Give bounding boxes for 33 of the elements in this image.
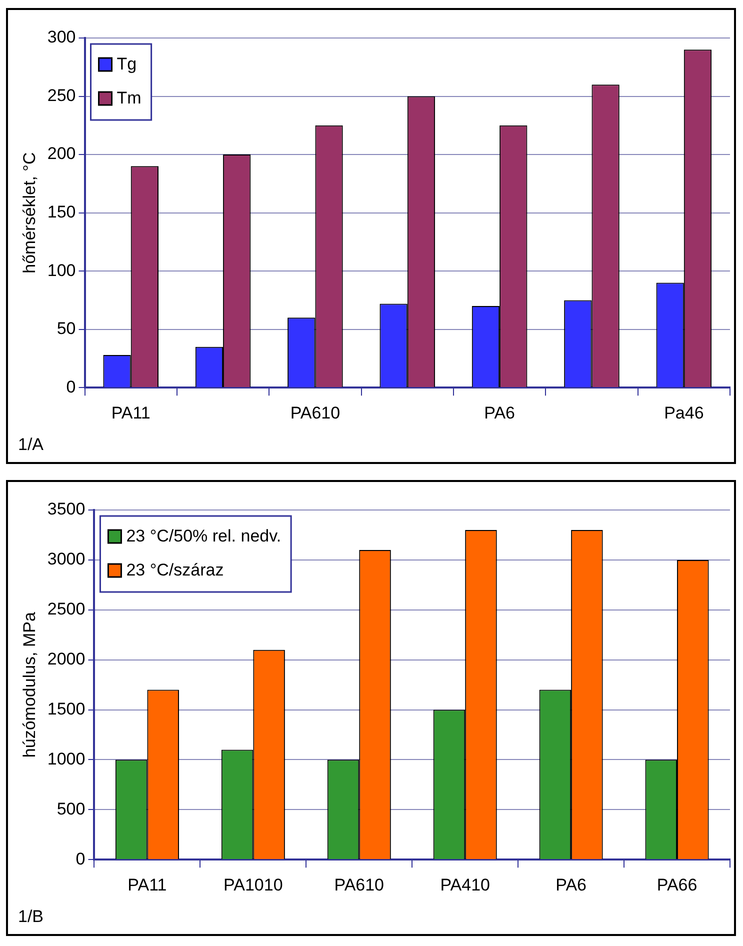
y-tick-label: 2500 [47, 600, 86, 619]
y-tick-label: 1000 [47, 749, 86, 768]
y-tick-label: 3000 [47, 550, 86, 569]
x-tick-label: PA6 [556, 875, 586, 894]
y-axis-title: hőmérséklet, °C [20, 152, 39, 274]
y-tick-label: 250 [47, 86, 76, 105]
legend-label: Tg [116, 54, 137, 74]
y-axis-title: húzómodulus, MPa [20, 612, 39, 758]
y-tick-label: 2000 [47, 650, 86, 669]
x-tick-label: PA66 [656, 875, 698, 894]
x-tick-label: PA410 [440, 875, 490, 894]
y-tick-label: 50 [56, 319, 76, 338]
legend-label: 23 °C/száraz [126, 560, 224, 580]
text: 1/B [18, 907, 44, 926]
x-tick-label: PA610 [334, 875, 384, 894]
text: 1/A [18, 435, 44, 454]
y-tick-label: 150 [47, 202, 76, 222]
y-tick-label: 100 [47, 260, 76, 280]
legend-label: 23 °C/50% rel. nedv. [126, 526, 282, 546]
x-tick-label: Pa46 [664, 403, 704, 422]
x-tick-label: PA11 [111, 403, 150, 422]
y-tick-label: 1500 [47, 699, 86, 718]
x-tick-label: PA11 [128, 875, 167, 894]
x-tick-label: PA6 [484, 403, 515, 422]
y-tick-label: 3500 [47, 500, 86, 519]
y-tick-label: 0 [76, 849, 86, 868]
legend-label: Tm [116, 88, 142, 108]
y-tick-label: 300 [47, 28, 76, 47]
y-tick-label: 500 [56, 799, 86, 818]
y-tick-label: 0 [66, 377, 76, 396]
y-tick-label: 200 [47, 144, 76, 164]
x-tick-label: PA1010 [224, 875, 283, 894]
x-tick-label: PA610 [290, 403, 340, 422]
